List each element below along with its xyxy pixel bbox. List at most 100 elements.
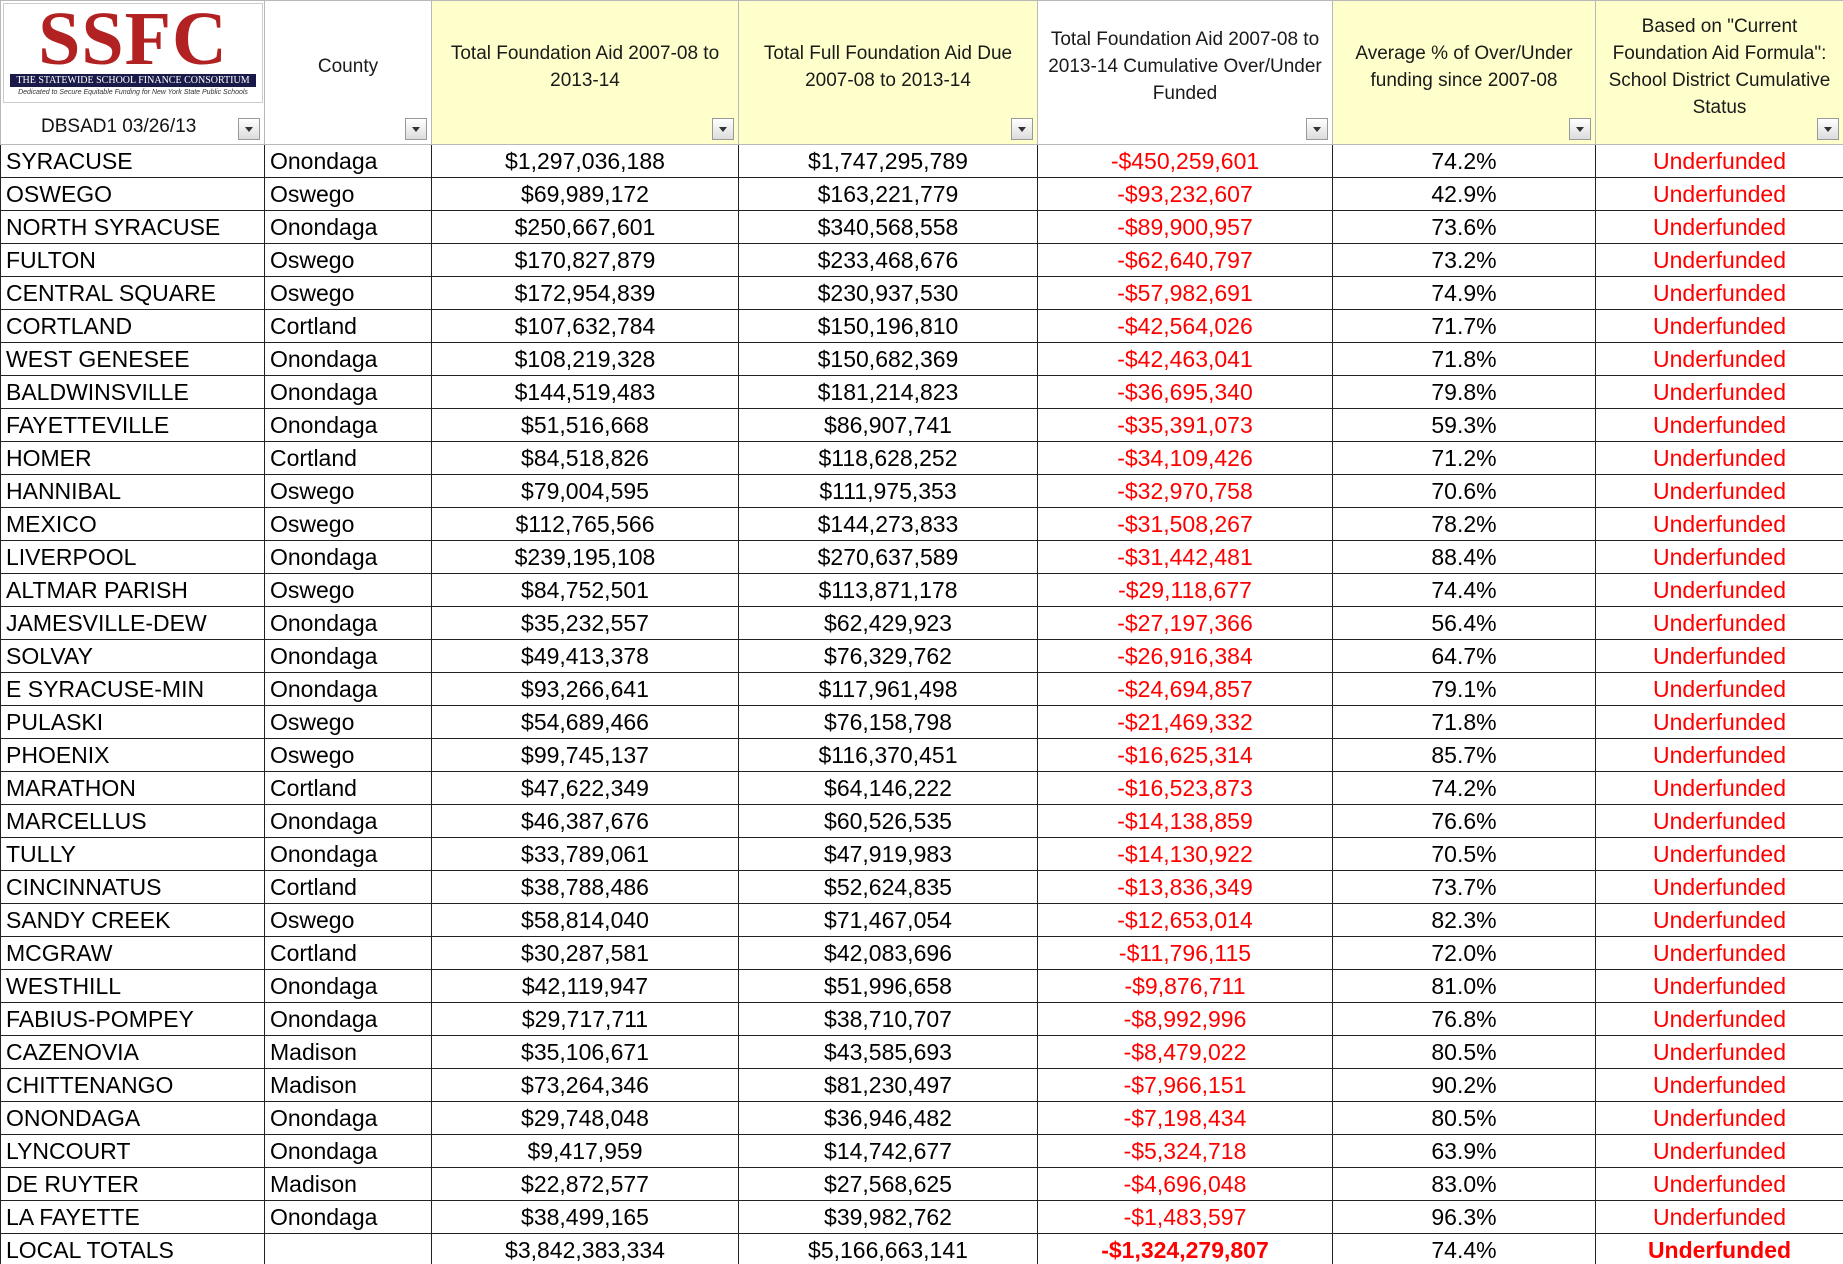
full-aid-due-cell: $181,214,823 (738, 375, 1038, 409)
district-cell: CAZENOVIA (0, 1035, 265, 1069)
district-cell: SOLVAY (0, 639, 265, 673)
data-row: WESTHILL Onondaga $42,119,947 $51,996,658 -$… (0, 969, 1843, 1003)
status-cell: Underfunded (1595, 276, 1843, 310)
district-cell: MARATHON (0, 771, 265, 805)
foundation-aid-cell: $9,417,959 (431, 1134, 739, 1168)
status-cell: Underfunded (1595, 441, 1843, 475)
full-aid-due-cell: $270,637,589 (738, 540, 1038, 574)
district-cell: LIVERPOOL (0, 540, 265, 574)
sheet-code: DBSAD1 03/26/13 (41, 116, 197, 137)
data-row: LA FAYETTE Onondaga $38,499,165 $39,982,762… (0, 1200, 1843, 1234)
foundation-aid-cell: $49,413,378 (431, 639, 739, 673)
county-cell: Oswego (264, 243, 432, 277)
county-cell: Cortland (264, 441, 432, 475)
filter-button[interactable] (1011, 118, 1033, 140)
full-aid-due-cell: $76,329,762 (738, 639, 1038, 673)
full-aid-due-cell: $1,747,295,789 (738, 144, 1038, 178)
over-under-cell: -$7,198,434 (1037, 1101, 1333, 1135)
status-cell: Underfunded (1595, 639, 1843, 673)
foundation-aid-cell: $38,788,486 (431, 870, 739, 904)
district-cell: E SYRACUSE-MIN (0, 672, 265, 706)
filter-button[interactable] (1306, 118, 1328, 140)
over-under-cell: -$57,982,691 (1037, 276, 1333, 310)
data-row: TULLY Onondaga $33,789,061 $47,919,983 -$14,… (0, 837, 1843, 871)
foundation-aid-cell: $73,264,346 (431, 1068, 739, 1102)
district-cell: FABIUS-POMPEY (0, 1002, 265, 1036)
district-cell: MARCELLUS (0, 804, 265, 838)
over-under-cell: -$27,197,366 (1037, 606, 1333, 640)
header-text: Total Full Foundation Aid Due 2007-08 to… (763, 42, 1013, 91)
column-header: Average % of Over/Under funding since 20… (1332, 0, 1596, 145)
avg-percent-cell: 73.6% (1332, 210, 1596, 244)
district-cell: NORTH SYRACUSE (0, 210, 265, 244)
avg-percent-cell: 72.0% (1332, 936, 1596, 970)
totals-label: LOCAL TOTALS (0, 1233, 265, 1264)
district-cell: PHOENIX (0, 738, 265, 772)
district-cell: TULLY (0, 837, 265, 871)
column-header: Total Foundation Aid 2007-08 to 2013-14 (431, 0, 739, 145)
data-row: SANDY CREEK Oswego $58,814,040 $71,467,054-… (0, 903, 1843, 937)
foundation-aid-cell: $170,827,879 (431, 243, 739, 277)
district-cell: HOMER (0, 441, 265, 475)
district-cell: WEST GENESEE (0, 342, 265, 376)
foundation-aid-cell: $51,516,668 (431, 408, 739, 442)
status-cell: Underfunded (1595, 342, 1843, 376)
empty-cell (264, 1233, 432, 1264)
status-cell: Underfunded (1595, 1167, 1843, 1201)
district-cell: FAYETTEVILLE (0, 408, 265, 442)
column-header: Total Foundation Aid 2007-08 to 2013-14 … (1037, 0, 1333, 145)
over-under-cell: -$16,625,314 (1037, 738, 1333, 772)
status-cell: Underfunded (1595, 540, 1843, 574)
foundation-aid-cell: $46,387,676 (431, 804, 739, 838)
avg-percent-cell: 79.1% (1332, 672, 1596, 706)
county-cell: Madison (264, 1167, 432, 1201)
status-cell: Underfunded (1595, 474, 1843, 508)
over-under-cell: -$62,640,797 (1037, 243, 1333, 277)
county-cell: Oswego (264, 507, 432, 541)
foundation-aid-cell: $239,195,108 (431, 540, 739, 574)
status-cell: Underfunded (1595, 1035, 1843, 1069)
full-aid-due-cell: $52,624,835 (738, 870, 1038, 904)
avg-percent-cell: 74.4% (1332, 573, 1596, 607)
filter-button[interactable] (1817, 118, 1839, 140)
avg-percent-cell: 56.4% (1332, 606, 1596, 640)
column-header: Based on "Current Foundation Aid Formula… (1595, 0, 1843, 145)
full-aid-due-cell: $76,158,798 (738, 705, 1038, 739)
full-aid-due-cell: $150,196,810 (738, 309, 1038, 343)
over-under-cell: -$7,966,151 (1037, 1068, 1333, 1102)
full-aid-due-cell: $62,429,923 (738, 606, 1038, 640)
county-cell: Onondaga (264, 408, 432, 442)
full-aid-due-cell: $233,468,676 (738, 243, 1038, 277)
status-cell: Underfunded (1595, 903, 1843, 937)
filter-button[interactable] (712, 118, 734, 140)
avg-percent-cell: 73.7% (1332, 870, 1596, 904)
data-row: JAMESVILLE-DEW Onondaga $35,232,557 $62,429… (0, 606, 1843, 640)
foundation-aid-cell: $42,119,947 (431, 969, 739, 1003)
over-under-cell: -$31,508,267 (1037, 507, 1333, 541)
header-row: SSFC THE STATEWIDE SCHOOL FINANCE CONSOR… (0, 0, 1843, 145)
data-row: OSWEGO Oswego $69,989,172 $163,221,779 -$93,… (0, 177, 1843, 211)
table-body: SYRACUSE Onondaga $1,297,036,188 $1,747,295… (0, 144, 1843, 1264)
data-row: MCGRAW Cortland $30,287,581 $42,083,696 -$11… (0, 936, 1843, 970)
filter-button[interactable] (405, 118, 427, 140)
county-cell: Onondaga (264, 639, 432, 673)
data-row: CINCINNATUS Cortland $38,788,486 $52,624,83… (0, 870, 1843, 904)
foundation-aid-cell: $107,632,784 (431, 309, 739, 343)
logo-tagline: Dedicated to Secure Equitable Funding fo… (18, 89, 248, 96)
avg-percent-cell: 71.2% (1332, 441, 1596, 475)
foundation-aid-cell: $35,232,557 (431, 606, 739, 640)
foundation-aid-cell: $35,106,671 (431, 1035, 739, 1069)
district-cell: CENTRAL SQUARE (0, 276, 265, 310)
avg-percent-cell: 78.2% (1332, 507, 1596, 541)
district-cell: ALTMAR PARISH (0, 573, 265, 607)
filter-button[interactable] (238, 118, 260, 140)
over-under-cell: -$24,694,857 (1037, 672, 1333, 706)
district-cell: SANDY CREEK (0, 903, 265, 937)
column-header: Total Full Foundation Aid Due 2007-08 to… (738, 0, 1038, 145)
status-cell: Underfunded (1595, 606, 1843, 640)
filter-button[interactable] (1569, 118, 1591, 140)
over-under-cell: -$8,992,996 (1037, 1002, 1333, 1036)
avg-percent-cell: 90.2% (1332, 1068, 1596, 1102)
full-aid-due-cell: $113,871,178 (738, 573, 1038, 607)
over-under-cell: -$35,391,073 (1037, 408, 1333, 442)
